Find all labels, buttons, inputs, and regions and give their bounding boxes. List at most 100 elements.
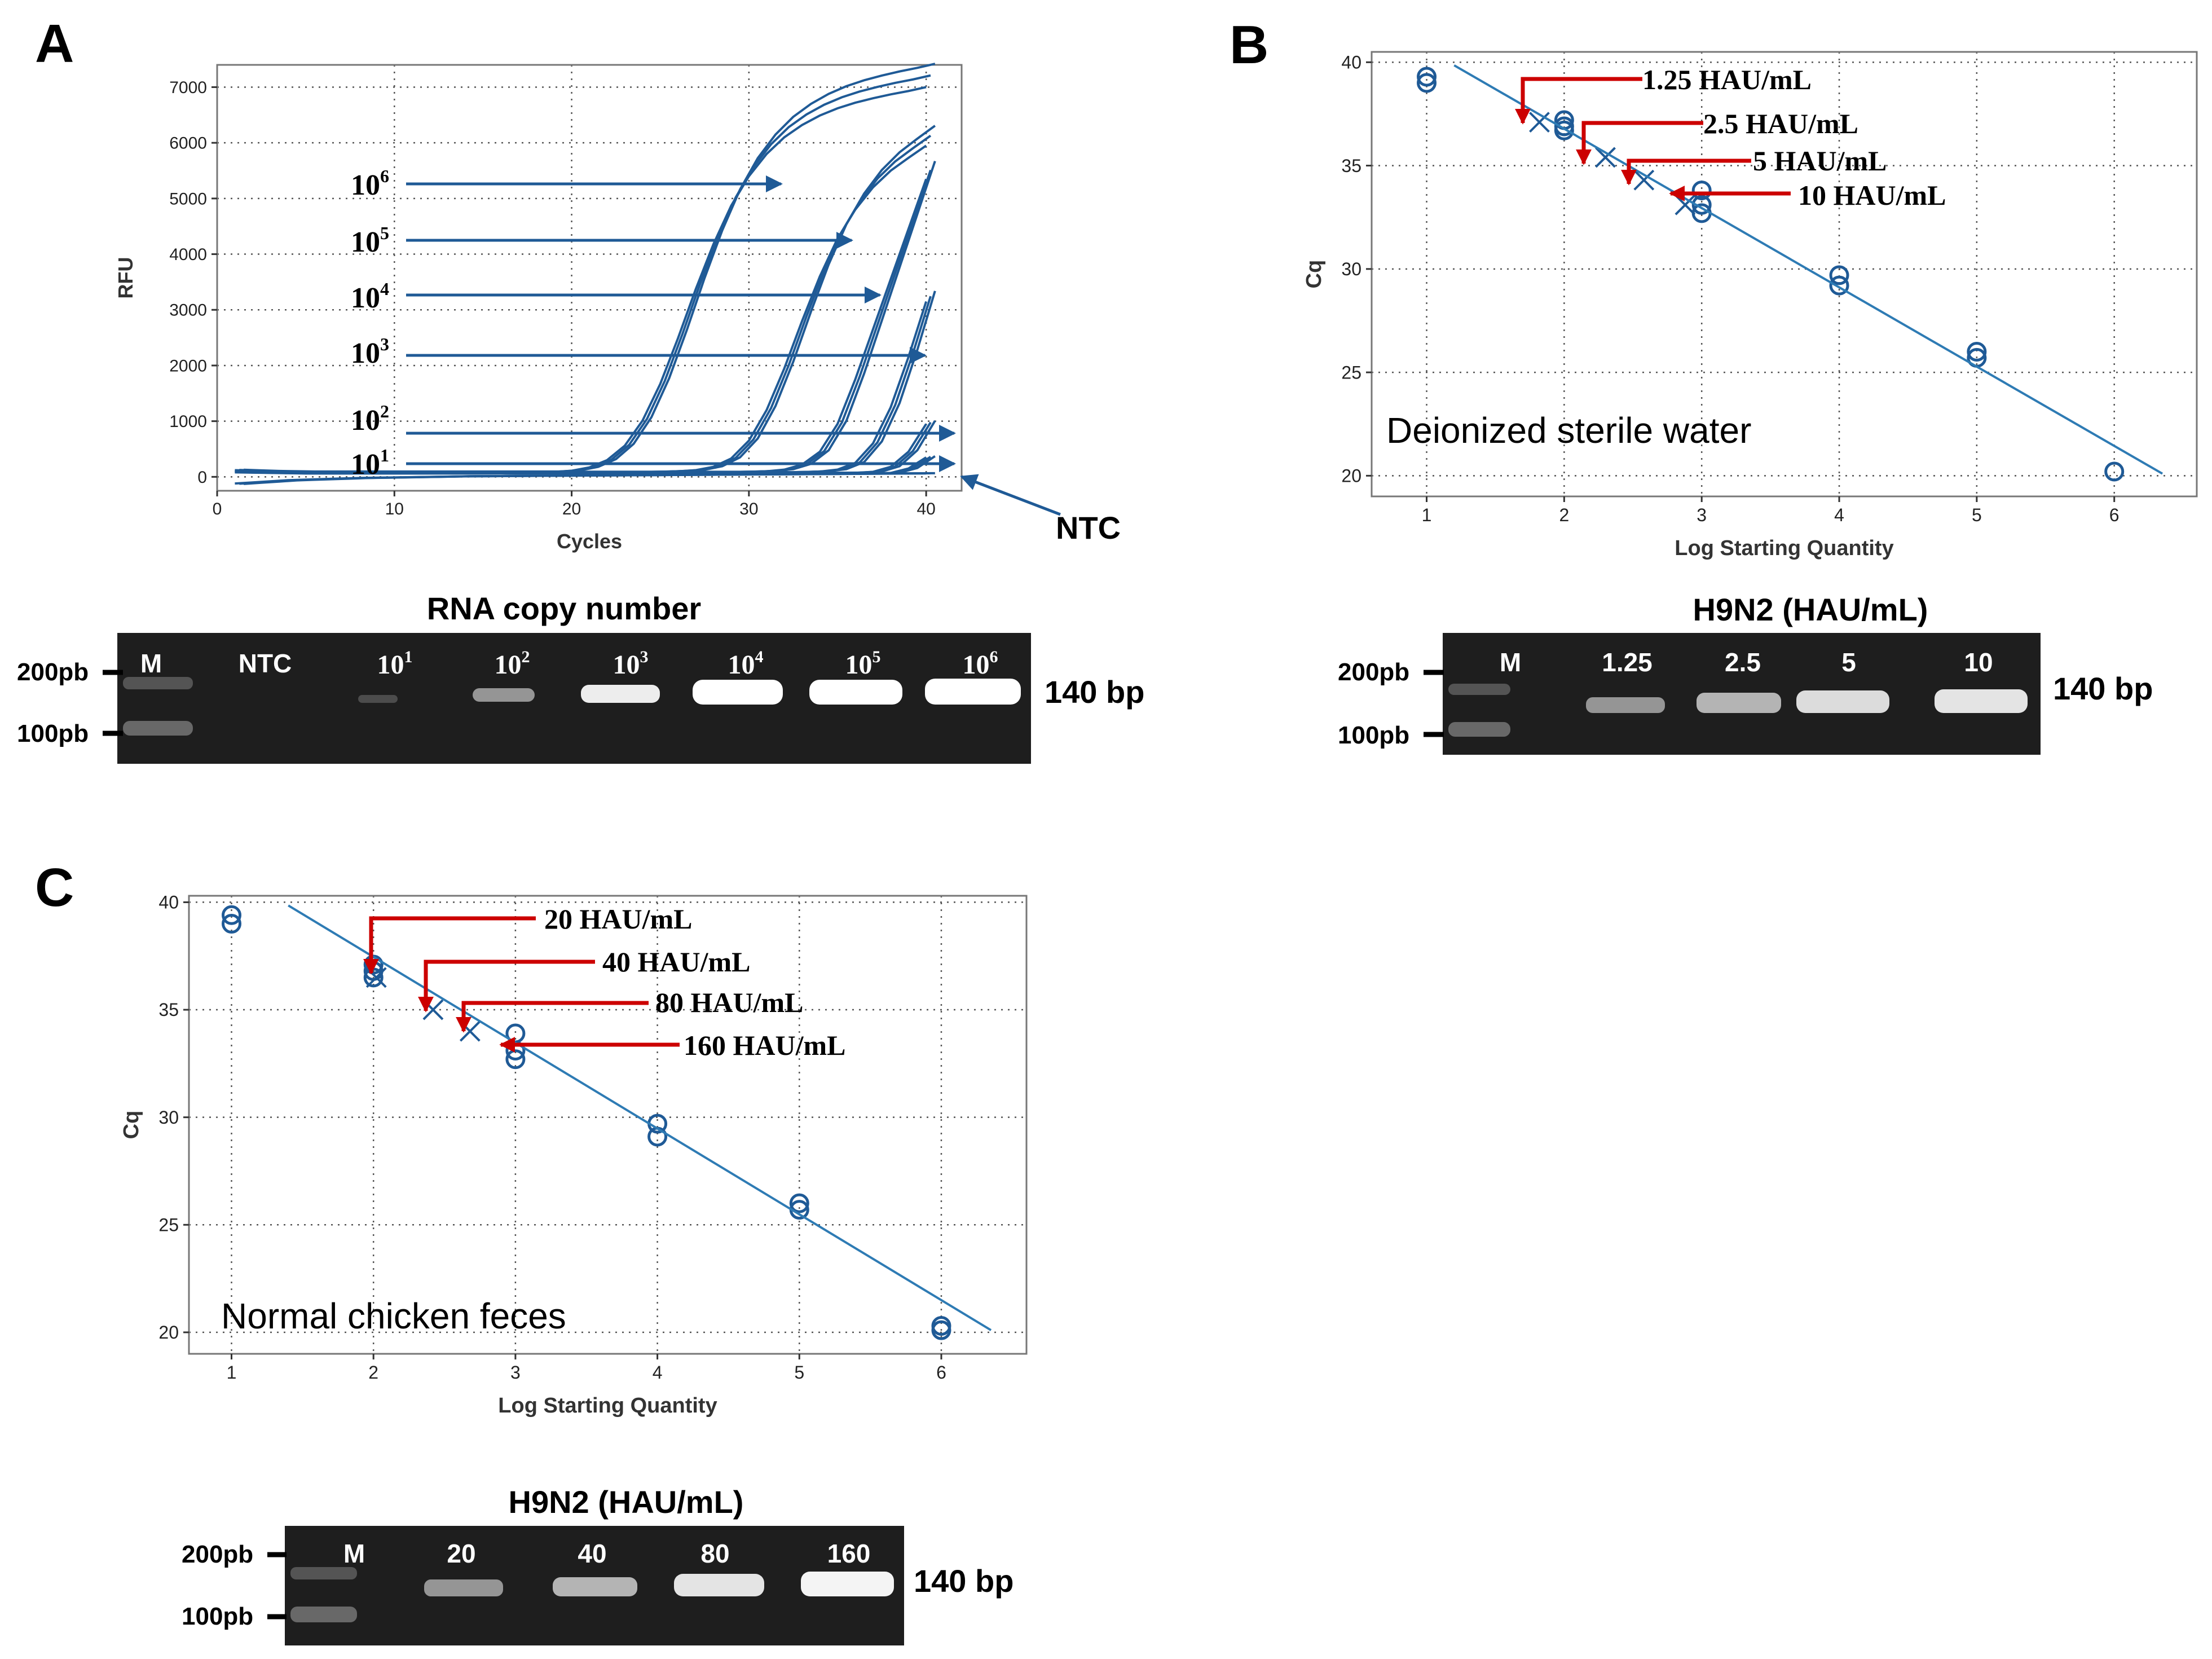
ladder-200-label-c: 200pb [182, 1541, 253, 1568]
y-axis-label: Cq [1302, 260, 1326, 289]
amplification-curve-10^6 [239, 74, 931, 473]
gel-b-product-label: 140 bp [2053, 671, 2153, 706]
hau-annotation-c-3: 80 HAU/mL [456, 987, 804, 1033]
svg-text:20 HAU/mL: 20 HAU/mL [544, 903, 693, 935]
panel-letter-b: B [1230, 15, 1268, 75]
standard-point [1829, 265, 1849, 285]
annotation-1e6: 106 [351, 166, 783, 201]
annotation-ntc: NTC [960, 474, 1121, 545]
unknown-sample-point [1633, 169, 1655, 191]
panel-a: A 0 10 20 30 40 0 1000 2000 3000 4000 5000 6000 7000… [17, 14, 1144, 764]
gel-b-band-2 [1697, 693, 1781, 713]
ladder-200-label: 200pb [17, 658, 89, 686]
x-tick-label: 30 [739, 500, 758, 518]
hau-annotation-b-2: 2.5 HAU/mL [1576, 108, 1858, 165]
gel-a-title: RNA copy number [427, 591, 701, 626]
gel-c-band-4 [801, 1572, 894, 1596]
gel-c-band-1 [424, 1579, 503, 1596]
hau-annotations-c: 20 HAU/mL 40 HAU/mL 80 HAU/mL 160 HAU/mL [363, 903, 846, 1061]
standard-point [222, 914, 242, 934]
standard-point [789, 1193, 809, 1213]
x-axis-label: Log Starting Quantity [498, 1394, 717, 1418]
x-tick-label: 20 [562, 500, 581, 518]
svg-text:5 HAU/mL: 5 HAU/mL [1753, 145, 1887, 177]
y-tick-label: 0 [197, 468, 207, 487]
gel-a-band-1e2 [473, 688, 535, 702]
hau-annotation-c-4: 160 HAU/mL [499, 1029, 846, 1061]
x-tick-label: 4 [653, 1362, 663, 1383]
x-tick-label: 6 [2109, 505, 2120, 525]
ladder-100-label-b: 100pb [1338, 721, 1409, 749]
hau-annotation-b-4: 10 HAU/mL [1669, 179, 1946, 211]
x-axis-label: Cycles [557, 530, 622, 553]
gel-c: M 20 40 80 160 200pb 100pb [182, 1526, 904, 1645]
gel-a-band-1e6 [925, 679, 1021, 705]
amplification-curve-NTC [244, 472, 935, 485]
panel-letter-a: A [35, 14, 74, 74]
amplification-chart: 0 10 20 30 40 0 1000 2000 3000 4000 5000 6000 7000 Cy… [114, 63, 963, 553]
plot-frame [216, 64, 963, 492]
hau-annotation-b-3: 5 HAU/mL [1621, 145, 1887, 186]
x-tick-label: 2 [1559, 505, 1569, 525]
x-tick-label: 40 [916, 500, 935, 518]
gel-c-lane-m: M [343, 1539, 365, 1568]
amplification-curve-10^5 [244, 125, 936, 473]
gel-a-band-1e5 [809, 680, 902, 705]
x-axis-label: Log Starting Quantity [1675, 536, 1893, 560]
y-tick-label: 4000 [169, 245, 207, 264]
gel-b-lane-2: 2.5 [1725, 648, 1761, 677]
gel-a-lane-1e1: 101 [377, 648, 413, 680]
y-tick-label: 5000 [169, 190, 207, 208]
gel-a-lane-1e4: 104 [728, 648, 764, 680]
gel-c-band-3 [674, 1574, 764, 1596]
svg-text:80 HAU/mL: 80 HAU/mL [655, 987, 804, 1018]
amplification-curve-10^4 [235, 178, 928, 473]
ladder-200-label-b: 200pb [1338, 658, 1409, 686]
standard-point [647, 1126, 668, 1147]
gel-a-band-1e1 [358, 695, 398, 703]
y-tick-label: 25 [1341, 362, 1361, 382]
ntc-label: NTC [1056, 510, 1121, 545]
ladder-100-label: 100pb [17, 720, 89, 747]
y-axis-label: RFU [114, 257, 137, 299]
y-tick-label: 35 [1341, 156, 1361, 176]
ladder-100-label-c: 100pb [182, 1603, 253, 1630]
x-tick-label: 6 [936, 1362, 946, 1383]
y-tick-label: 20 [1341, 466, 1361, 486]
unknown-sample-point [1595, 147, 1616, 168]
gel-c-band-2 [553, 1577, 637, 1596]
y-tick-label: 1000 [169, 412, 207, 431]
standard-point [931, 1320, 951, 1340]
ladder-band-200 [123, 677, 193, 689]
y-tick-label: 3000 [169, 301, 207, 320]
gel-b-lane-m: M [1500, 648, 1521, 677]
amplification-curve-10^5 [235, 144, 927, 473]
gel-b: M 1.25 2.5 5 10 200pb 100pb [1338, 633, 2041, 755]
y-tick-label: 25 [158, 1214, 179, 1235]
gel-a-band-1e3 [581, 685, 660, 703]
panel-letter-c: C [35, 857, 74, 918]
plot-frame [188, 895, 1028, 1355]
gel-c-lane-2: 40 [578, 1539, 606, 1568]
annotation-1e1: 101 [351, 445, 956, 481]
gel-b-band-3 [1796, 690, 1889, 713]
x-tick-label: 5 [794, 1362, 804, 1383]
standard-curve-water: 1 2 3 4 5 6 20 25 30 35 40 Log Starting Quantity Cq [1302, 51, 2198, 560]
x-tick-label: 5 [1972, 505, 1982, 525]
y-tick-label: 40 [1341, 52, 1361, 73]
x-tick-label: 1 [227, 1362, 237, 1383]
gel-a: M NTC 101 102 103 104 105 106 200pb 100p… [17, 633, 1031, 764]
ladder-band-200-b [1448, 684, 1510, 695]
standard-curve-feces: 1 2 3 4 5 6 20 25 30 35 40 Log Starting Quantity Cq [120, 892, 1028, 1418]
svg-text:101: 101 [351, 445, 389, 481]
svg-text:102: 102 [351, 401, 389, 437]
standard-point [1691, 195, 1712, 215]
gel-a-lane-1e5: 105 [845, 648, 881, 680]
hau-annotation-c-2: 40 HAU/mL [418, 946, 751, 1013]
gel-c-lane-3: 80 [700, 1539, 729, 1568]
gel-b-lane-4: 10 [1964, 648, 1993, 677]
y-tick-label: 2000 [169, 357, 207, 375]
y-tick-label: 35 [158, 1000, 179, 1020]
y-tick-label: 40 [158, 892, 179, 913]
